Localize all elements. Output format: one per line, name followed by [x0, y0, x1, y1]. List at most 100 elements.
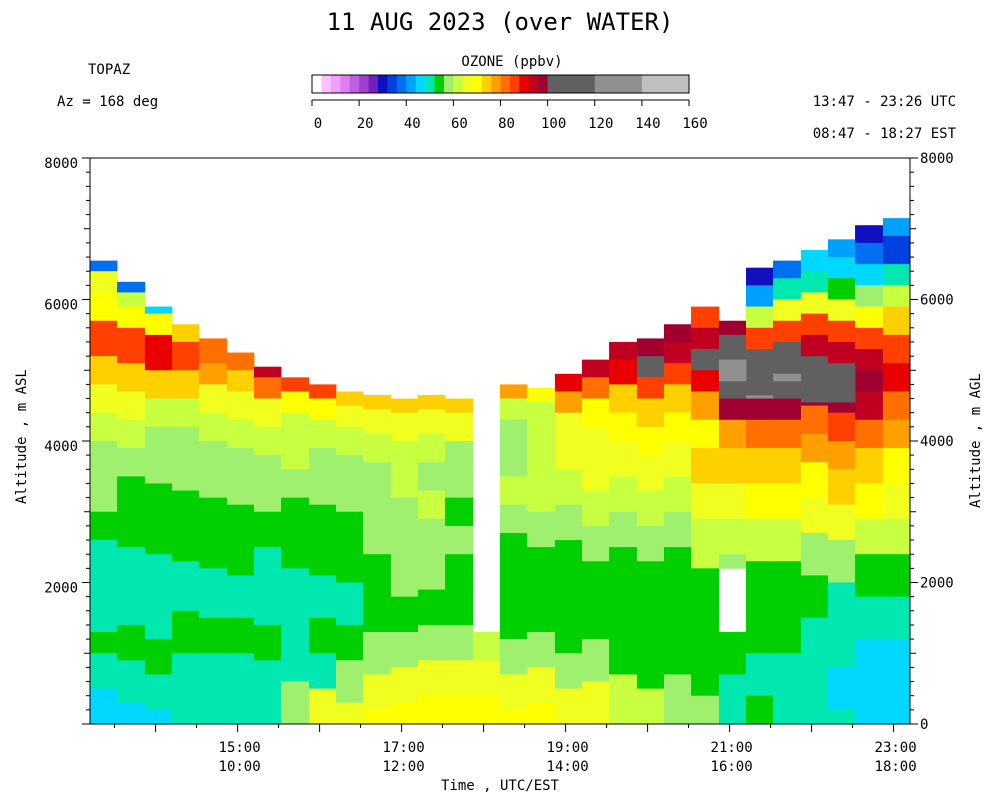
ozone-cell: [336, 511, 364, 548]
ozone-cell: [254, 547, 282, 583]
colorbar-segment: [528, 75, 539, 93]
ozone-cell: [199, 412, 228, 442]
ozone-cell: [445, 441, 474, 470]
ozone-cell: [199, 532, 228, 569]
ozone-cell: [363, 589, 392, 633]
ozone-cell: [226, 391, 255, 421]
ozone-cell: [254, 660, 282, 704]
ozone-cell: [691, 391, 720, 421]
ozone-cell: [117, 702, 146, 725]
ozone-cell: [828, 257, 856, 279]
ozone-cell: [418, 589, 446, 626]
ozone-cell: [664, 674, 692, 725]
ozone-cell: [281, 377, 310, 392]
ozone-cell: [746, 610, 774, 654]
ozone-cell: [855, 554, 884, 598]
ozone-cell: [773, 518, 802, 562]
ozone-cell: [828, 278, 856, 300]
colorbar-segment: [547, 75, 596, 93]
ozone-cell: [855, 518, 884, 555]
ozone-cell: [254, 455, 282, 484]
ozone-cell: [636, 561, 665, 605]
ozone-cell: [172, 610, 200, 654]
ozone-cell: [308, 476, 337, 506]
ozone-cell: [390, 441, 419, 470]
ozone-cell: [691, 327, 720, 350]
ozone-cell: [718, 483, 747, 520]
ozone-cell: [609, 341, 638, 361]
ozone-cell: [746, 695, 774, 725]
ozone-cell: [445, 398, 474, 414]
ozone-cell: [855, 419, 884, 449]
ozone-cell: [527, 402, 556, 428]
ozone-cell: [718, 320, 747, 336]
ozone-cell: [554, 373, 583, 392]
ozone-cell: [773, 653, 802, 697]
ozone-cell: [308, 504, 337, 541]
ozone-cell: [664, 476, 692, 513]
ozone-cell: [664, 384, 692, 414]
ozone-cell: [882, 285, 911, 307]
ozone-cell: [828, 441, 856, 470]
ozone-cell: [418, 518, 446, 555]
ozone-cell: [254, 483, 282, 513]
ozone-cell: [828, 341, 856, 364]
ozone-cell: [527, 455, 556, 484]
ozone-cell: [418, 554, 446, 590]
ozone-cell: [254, 398, 282, 428]
ozone-cell: [281, 497, 310, 534]
colorbar-tick-label: 100: [541, 116, 566, 132]
ozone-cell: [308, 398, 337, 421]
ozone-cell: [90, 292, 118, 322]
ozone-cell: [144, 709, 173, 725]
ozone-cell: [773, 419, 802, 449]
ozone-cell: [500, 674, 528, 711]
ozone-cell: [308, 384, 337, 399]
ozone-cell: [308, 653, 337, 690]
ozone-cell: [445, 469, 474, 498]
ozone-cell: [117, 448, 146, 477]
ozone-cell: [855, 391, 884, 421]
ozone-cell: [445, 554, 474, 590]
ozone-cell: [882, 483, 911, 520]
ozone-cell: [582, 525, 610, 562]
ozone-cell: [828, 299, 856, 322]
ozone-cell: [800, 660, 829, 704]
ozone-cell: [117, 292, 146, 307]
ozone-cell: [90, 384, 118, 414]
ozone-cell: [363, 462, 392, 491]
ozone-cell: [828, 320, 856, 343]
ozone-cell: [226, 504, 255, 541]
ozone-cell: [882, 334, 911, 364]
ozone-cell: [800, 405, 829, 435]
ozone-cell: [336, 660, 364, 704]
ozone-cell: [554, 412, 583, 442]
ozone-cell: [746, 267, 774, 286]
ozone-cell: [773, 278, 802, 300]
ozone-cell: [281, 532, 310, 569]
ozone-cell: [882, 448, 911, 484]
ozone-cell: [363, 395, 392, 410]
colorbar-segment: [406, 75, 416, 93]
ozone-cell: [500, 504, 528, 534]
ozone-cell: [691, 653, 720, 697]
ozone-cell: [336, 426, 364, 456]
y-tick-label-right: 6000: [920, 293, 954, 309]
ozone-cell: [254, 624, 282, 661]
ozone-cell: [609, 511, 638, 548]
ozone-cell: [390, 702, 419, 725]
ozone-cell: [117, 582, 146, 626]
ozone-cell: [144, 674, 173, 711]
azimuth-label: Az = 168 deg: [57, 94, 159, 110]
ozone-cell: [336, 624, 364, 661]
ozone-cell: [800, 366, 856, 403]
ozone-cell: [445, 412, 474, 442]
x-tick-label-est: 16:00: [711, 759, 753, 775]
ozone-cell: [855, 448, 884, 484]
ozone-cell: [691, 448, 720, 484]
ozone-cell: [773, 695, 802, 725]
colorbar-title: OZONE (ppbv): [461, 54, 563, 70]
ozone-cell: [144, 313, 173, 336]
ozone-cell: [144, 426, 173, 456]
ozone-cell: [199, 617, 228, 654]
